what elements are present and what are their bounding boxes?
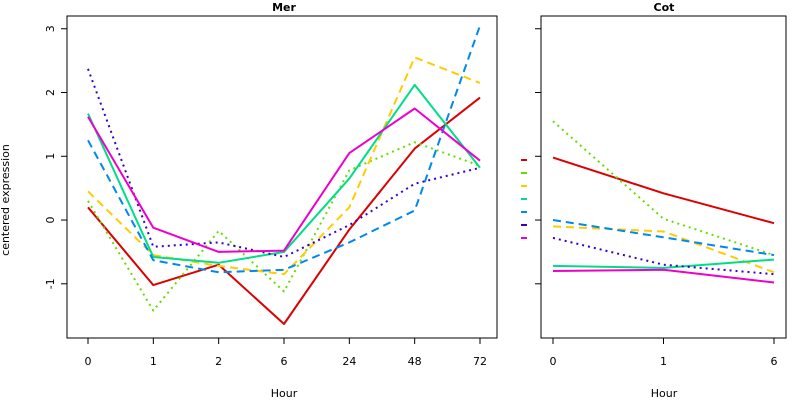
series-line-mer-0 (87, 96, 481, 325)
series-line-mer-1 (87, 141, 481, 312)
panel-title-cot: Cot (654, 1, 675, 14)
x-tick-label-mer-6: 72 (473, 355, 487, 368)
plot-frame-cot (540, 15, 787, 339)
y-axis-title: centered expression (0, 144, 12, 256)
x-tick-label-cot-0: 0 (550, 355, 557, 368)
panel-title-mer: Mer (272, 1, 296, 14)
series-line-cot-0 (552, 156, 775, 225)
panel-mer: Mer Hour -1 0 1 2 3 0 1 2 6 24 48 72 (44, 1, 498, 400)
y-tick-label-0: -1 (44, 278, 57, 289)
x-tick-label-cot-1: 1 (660, 355, 667, 368)
x-tick-label-mer-4: 24 (342, 355, 356, 368)
y-tick-label-4: 3 (44, 25, 57, 32)
x-tick-label-mer-0: 0 (85, 355, 92, 368)
series-line-cot-5 (552, 236, 775, 276)
x-tick-label-cot-2: 6 (771, 355, 778, 368)
x-axis-title-cot: Hour (651, 387, 678, 400)
series-line-mer-5 (87, 68, 481, 258)
x-tick-label-mer-1: 1 (150, 355, 157, 368)
series-line-mer-3 (87, 83, 481, 264)
y-tick-label-2: 1 (44, 153, 57, 160)
legend-swatches (521, 159, 527, 239)
panel-cot: Cot Hour 0 1 6 (535, 1, 787, 400)
series-line-cot-4 (552, 219, 775, 257)
y-tick-label-3: 2 (44, 89, 57, 96)
x-axis-title-mer: Hour (271, 387, 298, 400)
series-line-mer-6 (87, 107, 481, 253)
plot-frame-mer (66, 15, 498, 339)
series-line-cot-6 (552, 268, 775, 284)
series-line-cot-3 (552, 258, 775, 269)
x-tick-label-mer-2: 2 (215, 355, 222, 368)
y-tick-label-1: 0 (44, 217, 57, 224)
x-tick-label-mer-5: 48 (408, 355, 422, 368)
x-tick-label-mer-3: 6 (281, 355, 288, 368)
series-line-mer-4 (87, 25, 481, 274)
series-line-cot-2 (552, 225, 775, 274)
series-line-cot-1 (552, 120, 775, 257)
